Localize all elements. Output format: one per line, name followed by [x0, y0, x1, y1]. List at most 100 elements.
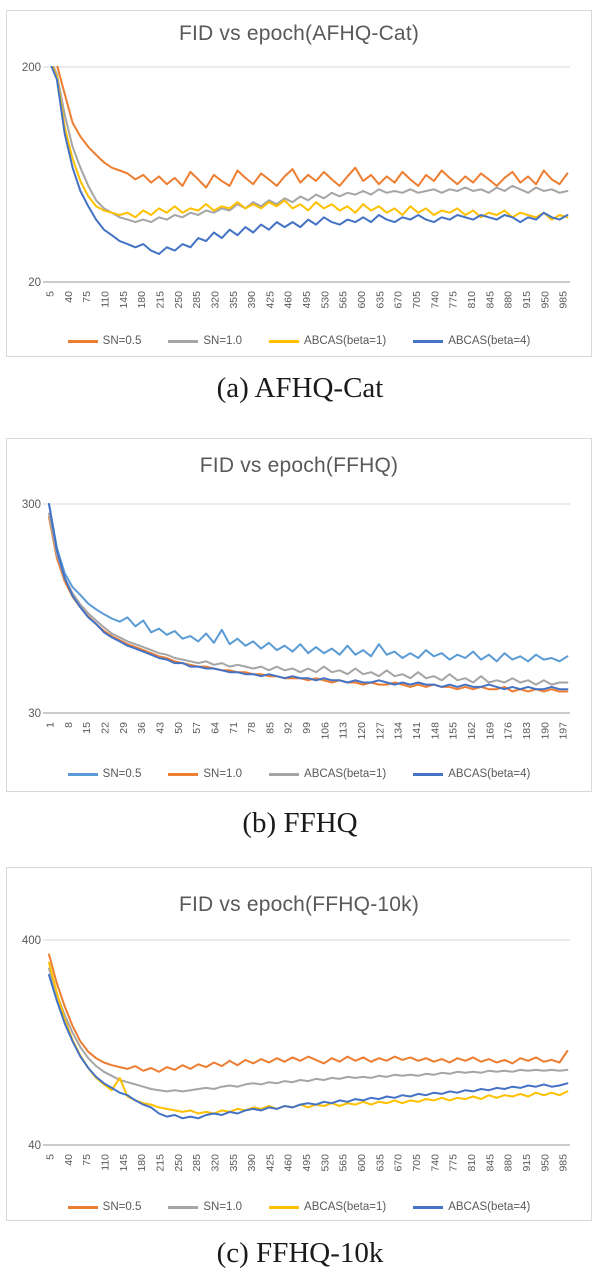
series-line: [48, 503, 569, 663]
x-tick-label: 425: [264, 291, 276, 309]
series-line: [48, 512, 569, 686]
x-tick-label: 99: [301, 722, 313, 734]
subfigure-caption-a: (a) AFHQ-Cat: [216, 372, 384, 404]
x-tick-label: 810: [466, 291, 478, 309]
legend-item: SN=1.0: [168, 335, 242, 347]
x-tick-label: 705: [411, 1154, 423, 1172]
x-tick-label: 565: [338, 291, 350, 309]
legend-item: ABCAS(beta=1): [269, 768, 386, 780]
x-tick-label: 169: [484, 722, 496, 740]
x-tick-label: 148: [429, 722, 441, 740]
x-tick-label: 180: [136, 1154, 148, 1172]
series-line: [48, 967, 569, 1093]
x-tick-label: 162: [466, 722, 478, 740]
legend-label: SN=0.5: [102, 768, 142, 780]
x-tick-label: 880: [503, 291, 515, 309]
legend-item: ABCAS(beta=4): [413, 1201, 530, 1213]
line-plot-afhq-cat: 200 20 5 40 75 110 145 180 215 250 285 320 355 390 425…: [22, 62, 570, 309]
series-line: [51, 66, 569, 221]
x-tick-label: 64: [209, 722, 221, 734]
x-tick-label: 915: [521, 291, 533, 309]
x-tick-label: 355: [228, 291, 240, 309]
legend-label: ABCAS(beta=1): [304, 335, 387, 347]
x-tick-label: 50: [173, 722, 185, 734]
x-tick-label: 635: [374, 1154, 386, 1172]
series-line: [48, 953, 569, 1073]
legend-label: SN=1.0: [203, 768, 243, 780]
series-line: [50, 66, 569, 255]
legend-label: ABCAS(beta=4): [448, 335, 531, 347]
line-plot-ffhq: 300 30 1 8 15 22 29 36 43 50 57 64 71 78 85 92 99 106 113 1…: [22, 499, 570, 740]
x-tick-label: 390: [246, 1154, 258, 1172]
legend-line-swatch: [269, 339, 300, 343]
x-tick-label: 845: [484, 1154, 496, 1172]
x-tick-label: 120: [356, 722, 368, 740]
legend-label: SN=1.0: [203, 335, 243, 347]
line-plot-ffhq-10k: 400 40 5 40 75 110 145 180 215 250 285 320 355 390 425…: [22, 935, 570, 1172]
x-tick-label: 113: [338, 722, 350, 739]
x-tick-label: 36: [136, 722, 148, 734]
legend-item: SN=0.5: [67, 1201, 141, 1213]
x-tick-label: 985: [558, 291, 570, 309]
x-tick-label: 600: [356, 291, 368, 309]
subfigure-caption-c: (c) FFHQ-10k: [216, 1237, 384, 1269]
chart-card-afhq-cat: 200 20 5 40 75 110 145 180 215 250 285 320 355 390 425…: [6, 10, 592, 357]
legend-line-swatch: [67, 1205, 98, 1209]
x-tick-label: 180: [136, 291, 148, 309]
x-tick-label: 670: [393, 291, 405, 309]
x-tick-label: 425: [264, 1154, 276, 1172]
series-line: [48, 516, 569, 693]
x-tick-label: 740: [429, 1154, 441, 1172]
chart-card-ffhq: 300 30 1 8 15 22 29 36 43 50 57 64 71 78 85 92 99 106 113 1…: [6, 438, 592, 792]
x-tick-label: 197: [558, 722, 570, 740]
x-tick-label: 285: [191, 291, 203, 309]
x-tick-label: 320: [209, 291, 221, 309]
series-line: [48, 503, 569, 691]
x-tick-label: 57: [191, 722, 203, 734]
x-tick-label: 145: [118, 1154, 130, 1172]
legend-label: SN=1.0: [203, 1201, 243, 1213]
legend-line-swatch: [67, 339, 98, 343]
chart-title: FID vs epoch(FFHQ-10k): [178, 893, 420, 916]
x-tick-label: 22: [99, 722, 111, 734]
legend-line-swatch: [168, 772, 199, 776]
legend-line-swatch: [269, 772, 300, 776]
legend-item: ABCAS(beta=1): [269, 335, 386, 347]
x-tick-label: 775: [448, 291, 460, 309]
legend-line-swatch: [67, 772, 98, 776]
legend-line-swatch: [413, 339, 444, 343]
x-tick-label: 5: [45, 291, 57, 297]
legend-line-swatch: [413, 772, 444, 776]
chart-title: FID vs epoch(FFHQ): [199, 454, 399, 477]
x-tick-label: 134: [393, 722, 405, 740]
legend-item: SN=1.0: [168, 768, 242, 780]
legend-item: ABCAS(beta=1): [269, 1201, 386, 1213]
series-line: [56, 66, 569, 189]
y-tick-label: 30: [28, 708, 41, 720]
x-tick-label: 75: [81, 291, 93, 303]
x-tick-label: 250: [173, 291, 185, 309]
x-tick-label: 950: [539, 1154, 551, 1172]
chart-title: FID vs epoch(AFHQ-Cat): [178, 22, 420, 45]
x-tick-label: 190: [539, 722, 551, 740]
x-tick-label: 145: [118, 291, 130, 309]
x-tick-label: 1: [45, 722, 57, 728]
y-tick-label: 400: [22, 935, 41, 947]
x-tick-label: 29: [118, 722, 130, 734]
x-tick-label: 92: [283, 722, 295, 734]
x-tick-label: 320: [209, 1154, 221, 1172]
x-tick-label: 176: [503, 722, 515, 740]
x-tick-label: 565: [338, 1154, 350, 1172]
legend-item: SN=1.0: [168, 1201, 242, 1213]
x-tick-label: 110: [99, 1154, 111, 1171]
x-tick-label: 495: [301, 291, 313, 309]
x-tick-label: 390: [246, 291, 258, 309]
x-tick-label: 183: [521, 722, 533, 740]
y-tick-label: 20: [28, 277, 41, 289]
x-tick-label: 460: [283, 1154, 295, 1172]
x-tick-label: 950: [539, 291, 551, 309]
legend-line-swatch: [269, 1205, 300, 1209]
x-tick-label: 5: [45, 1154, 57, 1160]
x-tick-label: 15: [81, 722, 93, 734]
legend-line-swatch: [168, 1205, 199, 1209]
